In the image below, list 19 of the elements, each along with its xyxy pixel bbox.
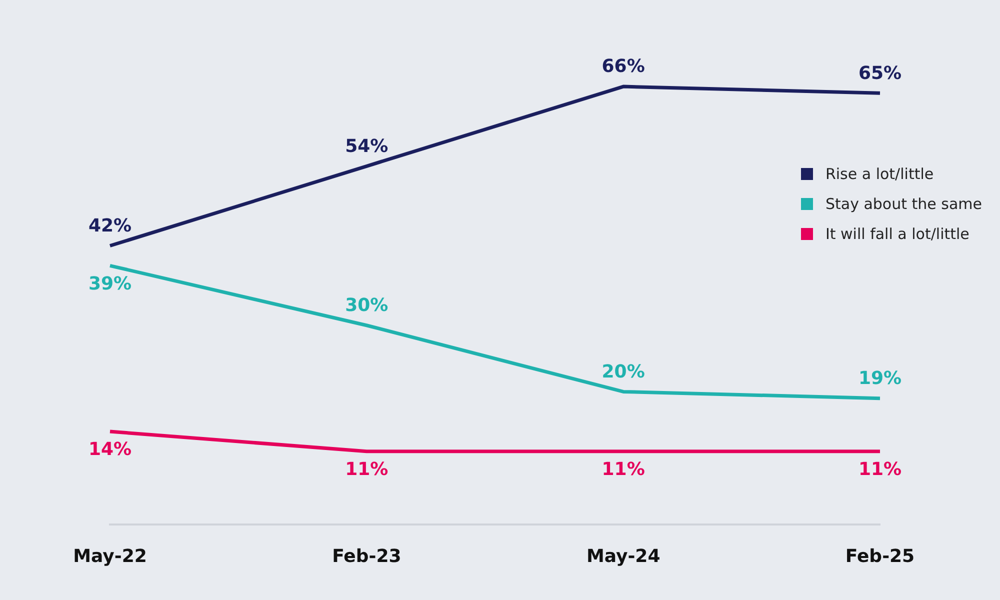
legend-label: Rise a lot/little xyxy=(825,165,934,183)
data-label: 39% xyxy=(88,273,132,294)
data-label: 19% xyxy=(858,368,902,390)
data-label: 42% xyxy=(88,215,132,236)
x-tick-label: Feb-25 xyxy=(845,546,915,567)
legend-label: Stay about the same xyxy=(825,195,982,213)
x-tick-label: Feb-23 xyxy=(332,546,402,567)
legend-label: It will fall a lot/little xyxy=(825,225,970,243)
data-label: 54% xyxy=(345,136,388,157)
data-label: 11% xyxy=(858,459,902,480)
data-label: 11% xyxy=(345,459,388,480)
data-label: 65% xyxy=(858,62,902,84)
data-label: 14% xyxy=(88,439,132,460)
data-label: 11% xyxy=(602,459,645,480)
data-label: 30% xyxy=(345,295,388,316)
x-tick-label: May-24 xyxy=(586,546,660,567)
data-label: 66% xyxy=(602,56,645,78)
x-tick-label: May-22 xyxy=(73,546,147,567)
data-label: 20% xyxy=(602,361,645,382)
